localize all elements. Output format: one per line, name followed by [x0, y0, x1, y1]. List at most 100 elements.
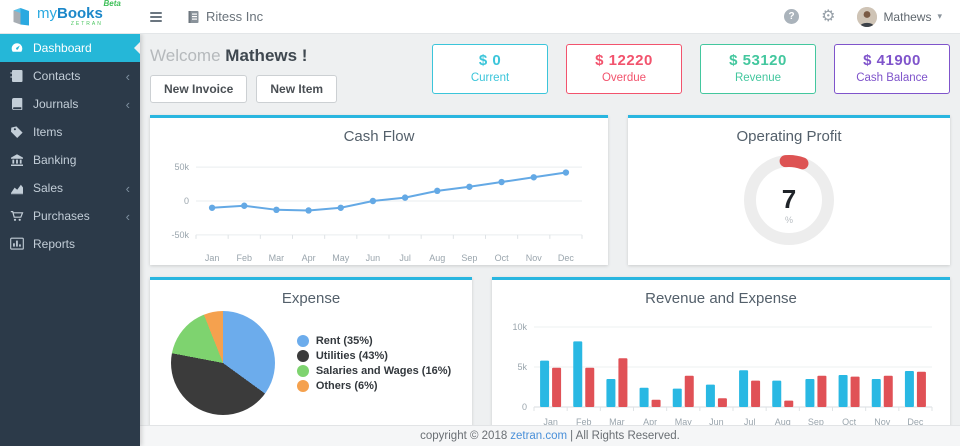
- sidebar-item-banking[interactable]: Banking: [0, 146, 140, 174]
- svg-text:Aug: Aug: [775, 417, 791, 425]
- footer-rights: | All Rights Reserved.: [570, 430, 680, 442]
- purchases-icon: [10, 209, 24, 223]
- svg-text:Sep: Sep: [461, 253, 477, 263]
- sidebar-item-label: Purchases: [33, 209, 90, 223]
- legend-item: Utilities (43%): [296, 349, 451, 362]
- hamburger-icon[interactable]: [148, 8, 164, 26]
- sidebar-item-label: Journals: [33, 97, 79, 111]
- logo-my: my: [37, 5, 57, 22]
- svg-text:5k: 5k: [517, 362, 527, 372]
- legend-item: Salaries and Wages (16%): [296, 364, 452, 377]
- svg-text:Dec: Dec: [558, 253, 575, 263]
- gear-icon[interactable]: ⚙: [821, 7, 836, 25]
- welcome-user-name: Mathews !: [225, 46, 308, 65]
- reports-icon: [10, 237, 24, 251]
- dashboard-icon: [10, 41, 24, 55]
- stat-value: $ 12220: [595, 52, 653, 69]
- legend-dot: [296, 379, 309, 392]
- svg-text:Nov: Nov: [874, 417, 891, 425]
- app-logo[interactable]: myBooks Beta ZETRAN: [0, 0, 140, 28]
- operating-profit-gauge: 7 %: [638, 149, 940, 251]
- svg-text:Feb: Feb: [576, 417, 592, 425]
- stat-card[interactable]: $ 12220 Overdue: [566, 44, 682, 94]
- legend-label: Salaries and Wages (16%): [315, 364, 452, 377]
- stat-card[interactable]: $ 53120 Revenue: [700, 44, 816, 94]
- new-item-button[interactable]: New Item: [256, 75, 338, 103]
- contacts-icon: [10, 69, 24, 83]
- stat-label: Cash Balance: [856, 72, 928, 84]
- chart-title: Cash Flow: [343, 128, 415, 145]
- cash-flow-plot: 50k 0 -50k Jan Feb Mar Apr May Jun Jul Aug Sep Oct No…: [160, 149, 598, 268]
- svg-text:10k: 10k: [512, 322, 527, 332]
- svg-text:Aug: Aug: [429, 253, 445, 263]
- svg-text:Jun: Jun: [366, 253, 381, 263]
- svg-text:Sep: Sep: [808, 417, 824, 425]
- svg-text:7: 7: [782, 184, 796, 214]
- company-name: Ritess Inc: [206, 9, 264, 24]
- svg-text:Apr: Apr: [643, 417, 657, 425]
- new-invoice-button[interactable]: New Invoice: [150, 75, 248, 103]
- logo-zetran-sub: ZETRAN: [70, 21, 103, 27]
- svg-text:-50k: -50k: [171, 230, 189, 240]
- revenue-expense-card: Revenue and Expense 10k 5k 0 Jan Feb Mar Apr Ma…: [492, 277, 950, 425]
- welcome-block: Welcome Mathews ! New Invoice New Item: [150, 42, 338, 103]
- svg-text:Oct: Oct: [495, 253, 510, 263]
- svg-text:Jan: Jan: [205, 253, 220, 263]
- footer-copyright: copyright © 2018: [420, 430, 508, 442]
- chevron-left-icon: ‹: [125, 180, 130, 196]
- items-icon: [10, 125, 24, 139]
- svg-text:Oct: Oct: [842, 417, 857, 425]
- user-name: Mathews: [883, 9, 932, 24]
- sidebar-item-dashboard[interactable]: Dashboard: [0, 34, 140, 62]
- sidebar-item-label: Reports: [33, 237, 76, 251]
- sidebar-item-label: Items: [33, 125, 63, 139]
- sidebar-item-contacts[interactable]: Contacts ‹: [0, 62, 140, 90]
- sidebar-item-purchases[interactable]: Purchases ‹: [0, 202, 140, 230]
- chart-title: Operating Profit: [736, 128, 842, 145]
- mybooks-logo-icon: [13, 7, 29, 25]
- sidebar-item-label: Sales: [33, 181, 64, 195]
- stat-value: $ 41900: [863, 52, 921, 69]
- sidebar-item-reports[interactable]: Reports: [0, 230, 140, 258]
- stat-card[interactable]: $ 0 Current: [432, 44, 548, 94]
- sidebar-item-sales[interactable]: Sales ‹: [0, 174, 140, 202]
- legend-label: Utilities (43%): [315, 349, 388, 362]
- operating-profit-card: Operating Profit 7 %: [628, 115, 950, 265]
- svg-text:Nov: Nov: [526, 253, 543, 263]
- legend-label: Rent (35%): [315, 334, 373, 347]
- sidebar-item-items[interactable]: Items: [0, 118, 140, 146]
- stat-card[interactable]: $ 41900 Cash Balance: [834, 44, 950, 94]
- chart-title: Expense: [281, 290, 341, 307]
- help-icon[interactable]: ?: [784, 9, 800, 24]
- avatar: [857, 6, 878, 27]
- svg-text:Jul: Jul: [399, 253, 411, 263]
- sidebar: Dashboard Contacts ‹ Journals ‹ Items Ba…: [0, 34, 140, 446]
- svg-text:Jan: Jan: [543, 417, 558, 425]
- legend-label: Others (6%): [315, 379, 378, 392]
- footer-link[interactable]: zetran.com: [510, 430, 568, 442]
- sidebar-item-journals[interactable]: Journals ‹: [0, 90, 140, 118]
- journals-icon: [10, 97, 24, 111]
- footer: copyright © 2018 zetran.com | All Rights…: [140, 425, 960, 446]
- cash-flow-card: Cash Flow 50k 0 -50k Jan Feb Mar Apr May Jun Jul A…: [150, 115, 608, 265]
- legend-dot: [296, 349, 309, 362]
- chevron-left-icon: ‹: [125, 68, 130, 84]
- stat-label: Overdue: [601, 72, 647, 84]
- svg-text:0: 0: [184, 196, 189, 206]
- page-title: Welcome Mathews !: [150, 46, 337, 66]
- chart-title: Revenue and Expense: [645, 290, 797, 307]
- sales-icon: [10, 181, 24, 195]
- logo-books: Books: [57, 5, 103, 22]
- sidebar-item-label: Banking: [33, 153, 77, 167]
- legend-item: Rent (35%): [296, 334, 451, 347]
- user-menu[interactable]: Mathews ▾: [857, 6, 942, 27]
- company-selector[interactable]: Ritess Inc: [186, 9, 263, 24]
- stat-value: $ 0: [478, 52, 502, 69]
- stat-cards: $ 0 Current $ 12220 Overdue $ 53120 Reve…: [432, 42, 950, 94]
- chevron-left-icon: ‹: [125, 208, 130, 224]
- sidebar-item-label: Dashboard: [33, 41, 92, 55]
- expense-card: Expense Rent (35%) Utilities (43%) Salarie…: [150, 277, 472, 425]
- svg-text:Mar: Mar: [269, 253, 285, 263]
- expense-pie: [170, 311, 275, 415]
- stat-label: Current: [470, 72, 510, 84]
